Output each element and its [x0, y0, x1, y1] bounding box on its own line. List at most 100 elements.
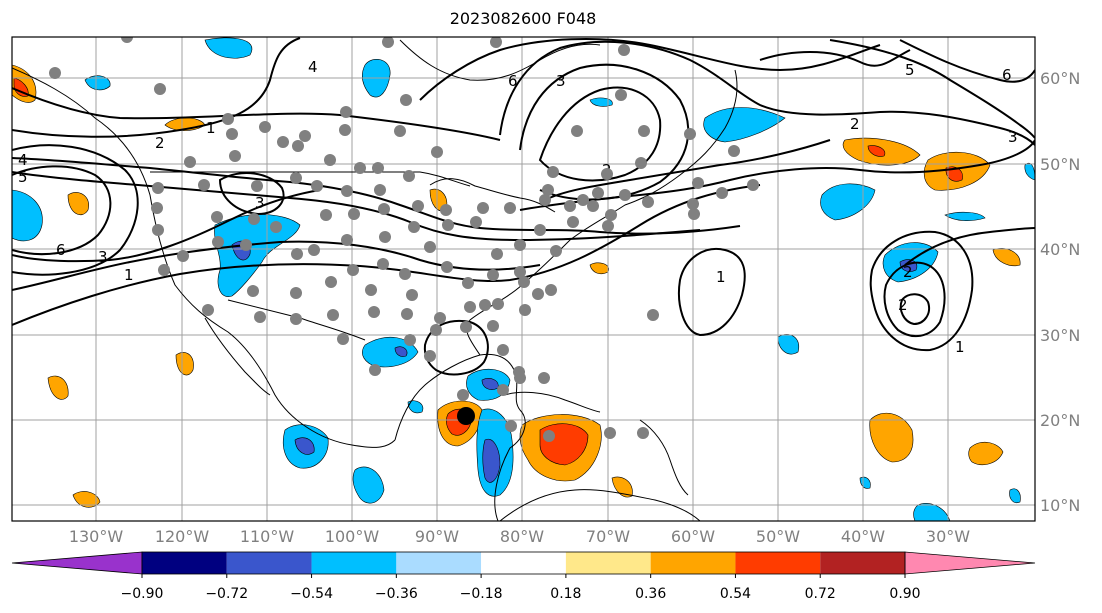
- station-marker: [378, 203, 390, 215]
- station-marker: [254, 311, 266, 323]
- lat-label: 20°N: [1040, 411, 1080, 430]
- contour-label: 2: [903, 263, 913, 281]
- station-marker: [404, 334, 416, 346]
- colorbar-segment: [142, 552, 227, 574]
- station-marker: [379, 231, 391, 243]
- station-marker: [347, 264, 359, 276]
- station-marker: [121, 37, 133, 43]
- lat-label: 40°N: [1040, 240, 1080, 259]
- station-marker: [550, 245, 562, 257]
- station-marker: [369, 364, 381, 376]
- colorbar-segment: [565, 552, 651, 574]
- contour-line: [499, 40, 1035, 146]
- coastline-lesser-antilles: [639, 419, 689, 496]
- colorbar-tick-label: −0.72: [205, 586, 248, 602]
- station-marker: [337, 333, 349, 345]
- anomaly-blob: [968, 441, 1004, 465]
- station-marker: [477, 202, 489, 214]
- map-panel: 1 1 1 1 2 2 2 2 2 3 3 3 3 4 4 5 5 6 6 6: [12, 37, 1035, 521]
- station-marker: [504, 202, 516, 214]
- contour-line: [544, 139, 831, 201]
- colorbar-segment: [650, 552, 736, 574]
- station-marker: [431, 146, 443, 158]
- colorbar-tick-label: 0.36: [635, 586, 666, 602]
- contour-label: 3: [1008, 128, 1018, 146]
- contour-line: [423, 320, 489, 376]
- colorbar-segment: [226, 552, 312, 574]
- coastlines: [12, 39, 738, 521]
- station-marker: [543, 430, 555, 442]
- contour-label: 2: [155, 134, 165, 152]
- station-marker: [290, 172, 302, 184]
- anomaly-blob: [407, 400, 424, 414]
- station-marker: [372, 162, 384, 174]
- map-title: 2023082600 F048: [449, 9, 597, 28]
- anomaly-blob: [1009, 488, 1021, 503]
- station-marker: [339, 124, 351, 136]
- map-frame: [11, 36, 1036, 522]
- station-marker: [401, 308, 413, 320]
- coastline-hudson: [399, 39, 601, 81]
- station-marker: [251, 180, 263, 192]
- station-marker: [470, 216, 482, 228]
- contour-label: 5: [18, 168, 28, 186]
- lon-label: 60°W: [671, 527, 715, 546]
- station-marker: [571, 125, 583, 137]
- station-marker: [440, 204, 452, 216]
- station-marker: [460, 321, 472, 333]
- colorbar-segments: [11, 551, 1036, 575]
- colorbar-tick-label: −0.90: [121, 586, 164, 602]
- contour-line: [218, 172, 285, 216]
- station-marker: [152, 224, 164, 236]
- station-marker: [747, 179, 759, 191]
- lon-label: 100°W: [325, 527, 380, 546]
- contour-line: [883, 261, 946, 338]
- anomaly-blob: [394, 346, 408, 357]
- colorbar-tick-label: −0.54: [290, 586, 333, 602]
- station-marker: [441, 261, 453, 273]
- station-marker: [605, 209, 617, 221]
- contour-label: 6: [1002, 66, 1012, 84]
- station-marker: [587, 200, 599, 212]
- station-marker: [490, 37, 502, 48]
- lon-label: 70°W: [586, 527, 630, 546]
- contour-line: [899, 293, 930, 326]
- station-marker: [308, 244, 320, 256]
- contour-label: 4: [308, 58, 318, 76]
- station-marker: [49, 67, 61, 79]
- station-marker: [247, 285, 259, 297]
- contour-label: 2: [898, 296, 908, 314]
- station-marker: [592, 187, 604, 199]
- station-marker: [226, 128, 238, 140]
- coastline-west: [12, 67, 396, 448]
- station-marker: [434, 312, 446, 324]
- station-marker: [399, 268, 411, 280]
- anomaly-blob: [175, 352, 194, 376]
- anomaly-blob: [47, 375, 69, 400]
- station-marker: [479, 299, 491, 311]
- station-marker: [618, 44, 630, 56]
- contour-label: 3: [556, 72, 566, 90]
- station-marker: [457, 389, 469, 401]
- station-marker: [539, 194, 551, 206]
- station-marker: [487, 269, 499, 281]
- contour-labels: 1 1 1 1 2 2 2 2 2 3 3 3 3 4 4 5 5 6 6 6: [18, 58, 1018, 356]
- station-marker: [368, 306, 380, 318]
- storm-center-marker: [457, 407, 475, 425]
- colorbar-tick-label: 0.72: [805, 586, 836, 602]
- station-marker: [687, 198, 699, 210]
- station-marker: [424, 241, 436, 253]
- lat-label: 10°N: [1040, 496, 1080, 515]
- station-marker: [518, 276, 530, 288]
- coastline-east: [466, 69, 738, 356]
- colorbar-segment: [396, 552, 482, 574]
- station-marker: [542, 184, 554, 196]
- station-marker: [198, 179, 210, 191]
- colorbar-tick-label: 0.90: [889, 586, 920, 602]
- station-marker: [619, 189, 631, 201]
- station-marker: [642, 196, 654, 208]
- colorbar-tick-label: 0.18: [550, 586, 581, 602]
- station-markers: [49, 37, 759, 442]
- station-marker: [222, 113, 234, 125]
- station-marker: [270, 221, 282, 233]
